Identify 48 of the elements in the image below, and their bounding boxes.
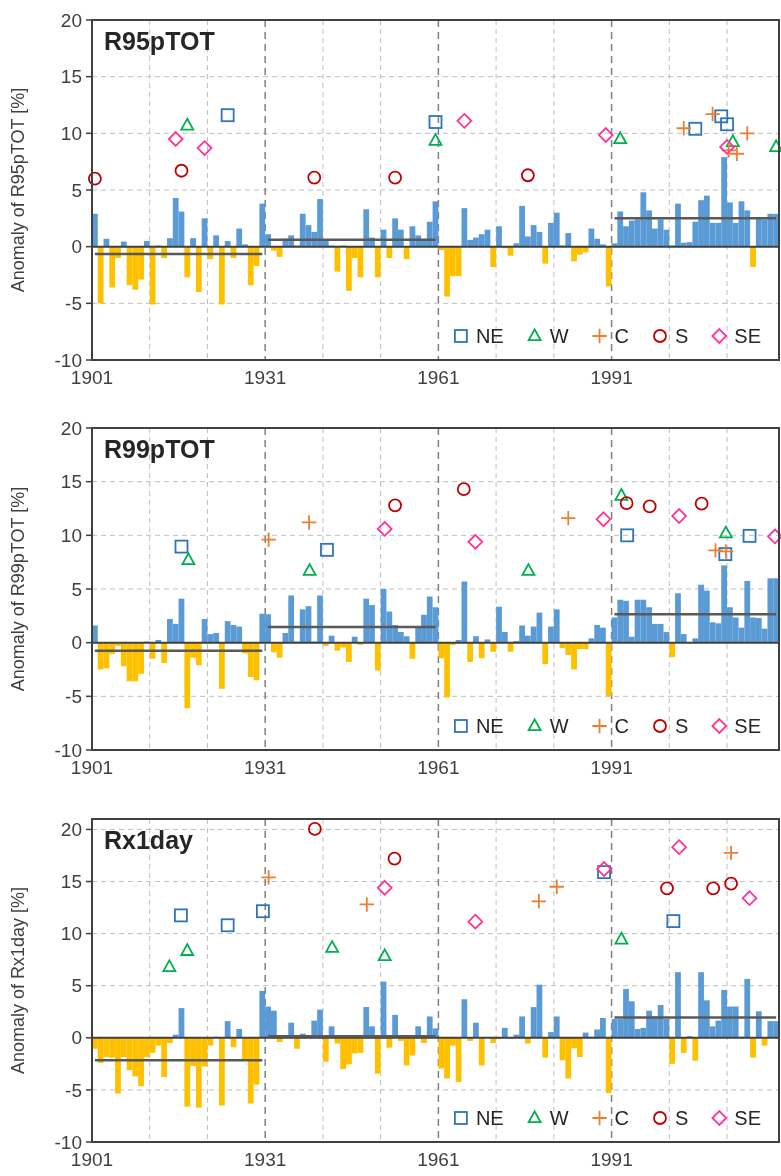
legend-label: NE xyxy=(475,1107,504,1130)
y-tick-label: -5 xyxy=(65,292,82,314)
x-tick-label: 1961 xyxy=(417,1149,460,1170)
x-tick-label: 1961 xyxy=(417,757,460,778)
y-tick-label: 5 xyxy=(71,179,82,201)
y-axis-title: Anomaly of Rx1day [%] xyxy=(8,886,28,1075)
y-tick-label: 0 xyxy=(71,236,82,258)
legend-label: S xyxy=(674,715,689,738)
x-tick-label: 1991 xyxy=(590,1149,633,1170)
legend-label: C xyxy=(614,1107,629,1130)
legend-label: S xyxy=(674,325,689,348)
y-tick-label: 20 xyxy=(60,819,82,841)
legend-label: W xyxy=(549,715,569,738)
y-tick-label: 15 xyxy=(60,471,82,493)
y-axis-title: Anomaly of R95pTOT [%] xyxy=(8,87,28,293)
y-tick-label: -5 xyxy=(65,1079,82,1101)
x-tick-label: 1931 xyxy=(244,1149,287,1170)
y-tick-label: 5 xyxy=(71,578,82,600)
y-tick-label: 0 xyxy=(71,1027,82,1049)
y-tick-label: 10 xyxy=(60,923,82,945)
x-tick-label: 1931 xyxy=(244,757,287,778)
chart-title: R99pTOT xyxy=(104,435,215,463)
legend-label: C xyxy=(614,715,629,738)
y-tick-label: 15 xyxy=(60,66,82,88)
y-tick-label: 0 xyxy=(71,632,82,654)
y-tick-label: 15 xyxy=(60,871,82,893)
x-tick-label: 1961 xyxy=(417,367,460,388)
legend-label: S xyxy=(674,1107,689,1130)
legend-label: SE xyxy=(734,325,762,348)
y-tick-label: 20 xyxy=(60,9,82,31)
x-tick-label: 1931 xyxy=(244,367,287,388)
legend-label: SE xyxy=(734,715,762,738)
chart-title: R95pTOT xyxy=(104,27,215,55)
x-tick-label: 1991 xyxy=(590,757,633,778)
x-tick-label: 1991 xyxy=(590,367,633,388)
legend-label: W xyxy=(549,325,569,348)
legend-label: SE xyxy=(734,1107,762,1130)
y-tick-label: 5 xyxy=(71,975,82,997)
y-axis-title: Anomaly of R99pTOT [%] xyxy=(8,486,28,692)
legend-label: NE xyxy=(475,715,504,738)
y-tick-label: 10 xyxy=(60,122,82,144)
legend-label: W xyxy=(549,1107,569,1130)
legend-label: C xyxy=(614,325,629,348)
y-tick-label: -5 xyxy=(65,685,82,707)
y-tick-label: 10 xyxy=(60,524,82,546)
chart-title: Rx1day xyxy=(104,826,194,854)
legend-label: NE xyxy=(475,325,504,348)
y-tick-label: 20 xyxy=(60,417,82,439)
